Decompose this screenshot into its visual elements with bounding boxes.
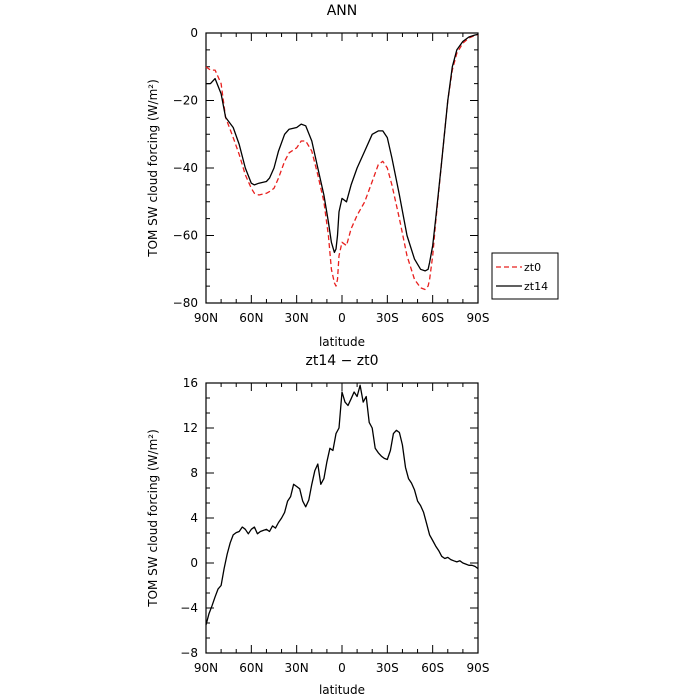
- x-tick-label: 0: [338, 311, 346, 325]
- series-line-zt0: [205, 34, 479, 291]
- x-tick-label: 90S: [467, 661, 490, 675]
- legend: zt0 zt14: [491, 252, 559, 300]
- x-tick-label: 30S: [376, 311, 399, 325]
- y-tick-label: 4: [190, 511, 198, 525]
- x-axis-label: latitude: [319, 683, 365, 697]
- legend-box: [491, 252, 559, 300]
- plot-frame: [205, 32, 479, 304]
- x-tick-label: 30S: [376, 661, 399, 675]
- y-tick-label: −8: [180, 646, 198, 660]
- y-tick-label: 0: [190, 26, 198, 40]
- x-tick-label: 90S: [467, 311, 490, 325]
- y-tick-label: −4: [180, 601, 198, 615]
- series-line-diff: [205, 384, 479, 626]
- series-line-zt14: [206, 33, 479, 272]
- legend-label-zt14: zt14: [524, 280, 548, 293]
- y-tick-label: 16: [183, 376, 198, 390]
- chart-panel-1: ANN 90N 60N 30N 0 30S 60S 90S 0 −20 −40 −60 −80 latit…: [146, 3, 559, 349]
- x-tick-label: 30N: [285, 311, 309, 325]
- y-axis-label: TOM SW cloud forcing (W/m²): [146, 79, 160, 258]
- chart-title: zt14 − zt0: [305, 353, 378, 369]
- x-tick-label: 0: [338, 661, 346, 675]
- x-tick-label: 60S: [421, 661, 444, 675]
- x-tick-label: 90N: [194, 661, 218, 675]
- x-tick-label: 90N: [194, 311, 218, 325]
- x-tick-label: 30N: [285, 661, 309, 675]
- y-tick-label: −80: [173, 296, 198, 310]
- legend-label-zt0: zt0: [524, 261, 541, 274]
- y-tick-label: 0: [190, 556, 198, 570]
- chart-title: ANN: [327, 3, 358, 19]
- y-tick-label: −20: [173, 94, 198, 108]
- y-axis-label: TOM SW cloud forcing (W/m²): [146, 429, 160, 608]
- y-tick-label: 8: [190, 466, 198, 480]
- y-tick-label: 12: [183, 421, 198, 435]
- x-tick-label: 60S: [421, 311, 444, 325]
- x-tick-label: 60N: [239, 311, 263, 325]
- chart-panel-2: zt14 − zt0 90N 60N 30N 0 30S 60S 90S 16 12 8 4 0 −4 −8…: [146, 353, 489, 697]
- plot-frame: [205, 382, 479, 654]
- x-tick-label: 60N: [239, 661, 263, 675]
- y-tick-label: −40: [173, 161, 198, 175]
- x-axis-label: latitude: [319, 335, 365, 349]
- y-tick-label: −60: [173, 229, 198, 243]
